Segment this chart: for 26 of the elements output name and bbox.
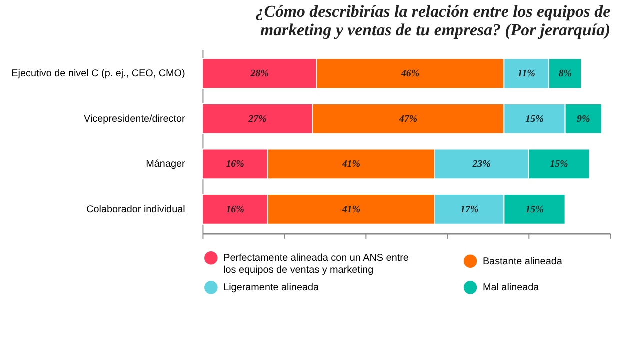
data-label: 15% <box>526 204 544 216</box>
legend-label: Bastante alineada <box>482 256 563 268</box>
y-tick-label: Ejecutivo de nivel C (p. ej., CEO, CMO) <box>12 68 186 80</box>
text: marketing y ventas de tu empresa? (Por jerarquía) <box>260 20 611 40</box>
data-label: 15% <box>526 114 544 125</box>
text: ¿Cómo describirías la relación entre los equipos de <box>256 2 611 21</box>
data-label: 28% <box>250 68 269 80</box>
data-label: 23% <box>472 159 491 170</box>
data-label: 16% <box>226 204 244 216</box>
data-label: 47% <box>398 114 418 125</box>
y-tick-label: Mánager <box>146 159 186 170</box>
data-label: 16% <box>226 159 244 170</box>
y-tick-label: Vicepresidente/director <box>84 114 186 125</box>
data-label: 9% <box>577 114 590 125</box>
data-label: 46% <box>400 68 420 80</box>
data-label: 41% <box>341 159 361 170</box>
legend-label: Mal alineada <box>482 282 540 294</box>
legend-label: Perfectamente alineada con un ANS entre los equipos de ventas y marketing <box>224 253 410 276</box>
legend-label: Ligeramente alineada <box>224 282 320 294</box>
data-label: 41% <box>341 204 361 216</box>
data-label: 8% <box>558 68 572 80</box>
data-label: 27% <box>248 114 267 125</box>
data-label: 11% <box>518 68 536 80</box>
y-tick-label: Colaborador individual <box>86 204 186 216</box>
data-label: 17% <box>460 204 479 216</box>
data-label: 15% <box>550 159 568 170</box>
